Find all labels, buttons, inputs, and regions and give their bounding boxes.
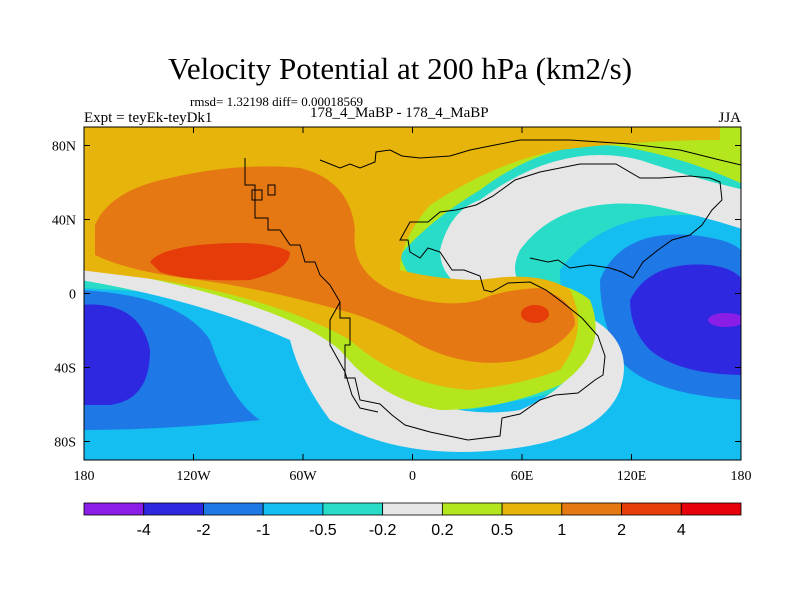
chart-title: Velocity Potential at 200 hPa (km2/s) <box>167 51 633 86</box>
contour-band-minus4-east <box>630 264 741 375</box>
x-tick-label: 180 <box>731 469 752 484</box>
x-tick-label: 0 <box>409 469 416 484</box>
colorbar-label: 2 <box>617 522 626 539</box>
colorbar-swatch <box>143 502 204 516</box>
colorbar-swatch <box>621 502 682 516</box>
contour-band-neutral <box>84 155 741 452</box>
y-tick-label: 0 <box>69 288 76 303</box>
colorbar-label: 0.5 <box>491 522 513 539</box>
colorbar-swatch <box>262 502 324 516</box>
contour-band-extreme-min <box>708 313 741 327</box>
x-tick-label: 120E <box>617 469 647 484</box>
plot-area <box>84 127 741 460</box>
colorbar-label: -2 <box>196 522 210 539</box>
stats-text: rmsd= 1.32198 diff= 0.00018569 <box>190 94 363 109</box>
colorbar: -4 -2 -1 -0.5 -0.2 0.2 0.5 1 2 4 <box>83 502 742 539</box>
colorbar-label: -0.2 <box>369 522 397 539</box>
season-label: JJA <box>718 110 741 126</box>
colorbar-label: 0.2 <box>431 522 453 539</box>
colorbar-swatch <box>382 502 443 516</box>
y-axis: 80N 40N 0 40S 80S <box>52 140 741 451</box>
colorbar-swatch <box>501 502 563 516</box>
colorbar-swatch <box>561 502 622 516</box>
runs-label: 178_4_MaBP - 178_4_MaBP <box>310 105 489 121</box>
colorbar-label: -4 <box>137 522 151 539</box>
y-tick-label: 40S <box>54 362 76 377</box>
colorbar-swatch <box>203 502 264 516</box>
coastline-outline <box>244 158 723 441</box>
y-tick-label: 80N <box>52 140 76 155</box>
contour-band-plus2-pacific <box>150 243 290 281</box>
y-tick-label: 80S <box>54 436 76 451</box>
colorbar-label: -1 <box>256 522 270 539</box>
colorbar-swatch <box>680 502 742 516</box>
x-tick-label: 120W <box>176 469 211 484</box>
y-tick-label: 40N <box>52 214 76 229</box>
x-tick-label: 60W <box>289 469 317 484</box>
contour-band-plus1 <box>95 166 575 363</box>
contour-band-minus4-south-pacific <box>84 304 150 405</box>
colorbar-swatch <box>83 502 145 516</box>
coastline-outline-north <box>319 139 741 169</box>
x-tick-label: 180 <box>74 469 95 484</box>
coastline-outline-island <box>251 184 276 201</box>
x-tick-label: 60E <box>511 469 534 484</box>
colorbar-swatch <box>441 502 503 516</box>
x-axis: 180 120W 60W 0 60E 120E 180 <box>74 127 752 484</box>
colorbar-swatch <box>322 502 384 516</box>
colorbar-label: -0.5 <box>309 522 337 539</box>
coastline-outline-south-america <box>329 301 379 413</box>
experiment-label: Expt = teyEk-teyDk1 <box>84 110 213 126</box>
colorbar-label: 4 <box>677 522 686 539</box>
colorbar-label: 1 <box>557 522 566 539</box>
contour-band-plus2-asia <box>521 305 549 323</box>
